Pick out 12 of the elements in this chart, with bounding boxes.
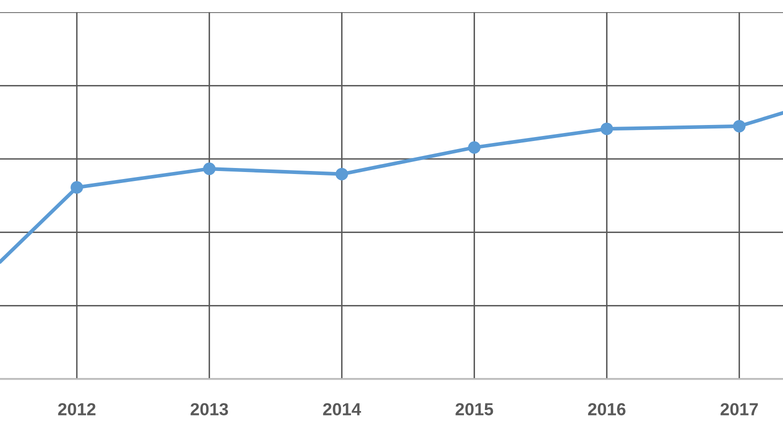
x-tick-label: 2014	[323, 403, 362, 416]
x-tick-label: 2016	[588, 403, 626, 416]
point	[733, 120, 746, 132]
x-tick-label: 2013	[190, 403, 228, 416]
x-tick-label: 2012	[58, 403, 96, 416]
point	[203, 162, 216, 176]
point	[468, 141, 481, 154]
x-tick-label: 2017	[720, 403, 758, 416]
point	[70, 181, 84, 194]
x-tick-label: 2015	[456, 403, 494, 416]
point	[336, 168, 348, 180]
point	[600, 122, 614, 136]
